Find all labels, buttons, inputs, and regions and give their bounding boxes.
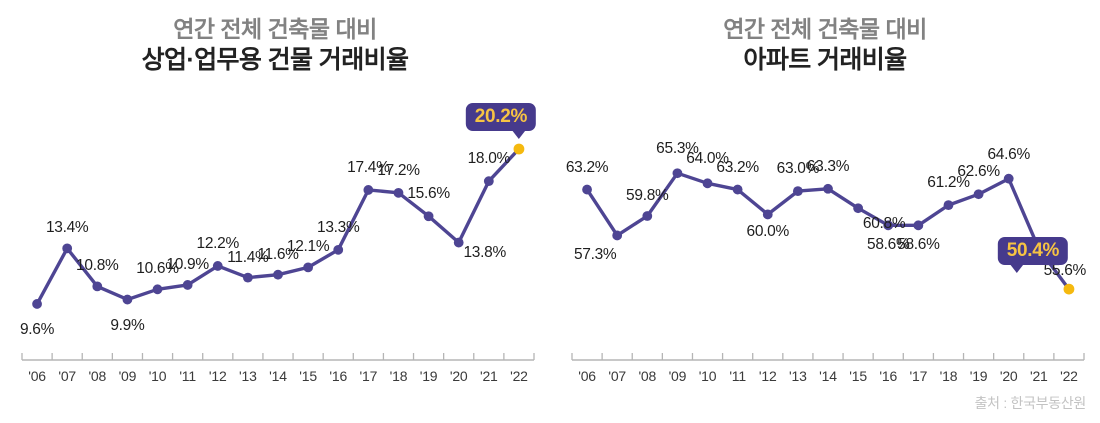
data-point[interactable] xyxy=(242,272,253,283)
data-point[interactable] xyxy=(582,184,592,195)
chart-title-top-line: 연간 전체 건축물 대비 xyxy=(723,16,927,42)
data-point-highlight[interactable] xyxy=(1063,283,1075,295)
chart-title-main-line: 상업·업무용 건물 거래비율 xyxy=(141,45,409,74)
data-point-highlight[interactable] xyxy=(513,143,525,155)
data-point[interactable] xyxy=(642,211,653,221)
data-point[interactable] xyxy=(823,183,833,194)
data-point[interactable] xyxy=(943,200,954,211)
data-point[interactable] xyxy=(883,220,894,231)
data-point[interactable] xyxy=(853,203,864,214)
chart-title-main-line: 아파트 거래비율 xyxy=(743,45,907,74)
data-point[interactable] xyxy=(483,176,494,187)
data-point[interactable] xyxy=(423,211,434,222)
data-point[interactable] xyxy=(393,187,404,198)
data-point[interactable] xyxy=(182,280,193,290)
data-point[interactable] xyxy=(363,185,374,195)
data-point[interactable] xyxy=(62,243,73,254)
data-point[interactable] xyxy=(672,168,683,179)
chart-title-commercial-office: 연간 전체 건축물 대비 상업·업무용 건물 거래비율 xyxy=(0,16,550,75)
data-point[interactable] xyxy=(1003,173,1014,184)
chart-panel-apartment: 연간 전체 건축물 대비 아파트 거래비율 '06'07'08'09'10'11… xyxy=(550,0,1100,423)
data-point[interactable] xyxy=(612,230,623,241)
data-point[interactable] xyxy=(333,244,344,255)
data-point[interactable] xyxy=(212,261,223,271)
data-point[interactable] xyxy=(303,262,314,273)
chart-title-apartment: 연간 전체 건축물 대비 아파트 거래비율 xyxy=(550,16,1100,75)
source-note: 출처 : 한국부동산원 xyxy=(974,395,1087,411)
data-point[interactable] xyxy=(453,237,464,248)
line-plot-apartment xyxy=(571,168,1085,361)
chart-title-top-line: 연간 전체 건축물 대비 xyxy=(173,16,377,42)
series-line xyxy=(35,147,521,306)
data-point[interactable] xyxy=(152,284,163,295)
data-point[interactable] xyxy=(1033,243,1044,254)
data-point[interactable] xyxy=(973,189,984,200)
data-point[interactable] xyxy=(792,186,803,197)
data-point[interactable] xyxy=(702,178,713,189)
data-point[interactable] xyxy=(913,220,924,231)
data-point[interactable] xyxy=(762,209,773,220)
line-plot-commercial-office xyxy=(21,143,535,361)
data-point[interactable] xyxy=(122,294,133,305)
data-point[interactable] xyxy=(273,269,283,280)
chart-panel-commercial-office: 연간 전체 건축물 대비 상업·업무용 건물 거래비율 '06'07'08'09… xyxy=(0,16,550,384)
data-point[interactable] xyxy=(92,281,103,292)
data-point[interactable] xyxy=(32,299,42,309)
data-point[interactable] xyxy=(732,184,743,195)
